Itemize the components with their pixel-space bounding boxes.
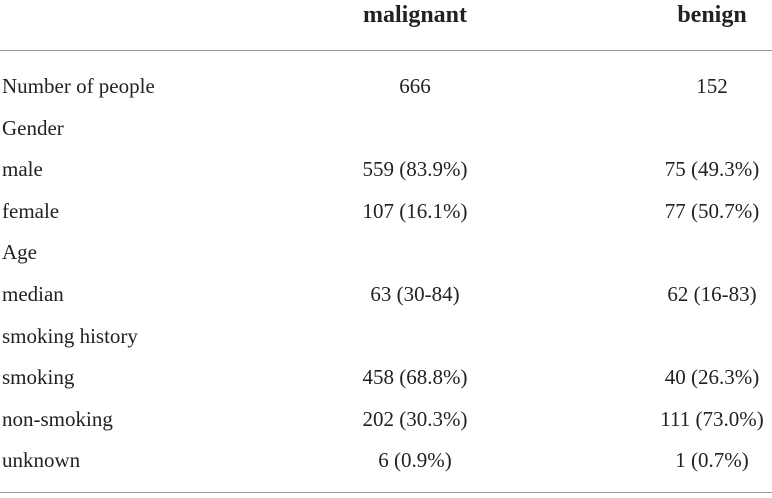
cell-value: 75 (49.3%) xyxy=(664,157,760,182)
row-label: Gender xyxy=(2,115,64,140)
cell-value: 666 xyxy=(399,74,431,98)
cell-value: 77 (50.7%) xyxy=(664,198,760,223)
column-header: malignant xyxy=(362,2,468,28)
bottom-rule xyxy=(0,492,772,493)
cell-value: 62 (16-83) xyxy=(667,282,757,306)
cell-value: 63 (30-84) xyxy=(370,282,460,306)
cell-value: 202 (30.3%) xyxy=(362,406,468,431)
top-rule xyxy=(0,50,772,51)
cell-value: 458 (68.8%) xyxy=(362,365,468,390)
cell-value: 559 (83.9%) xyxy=(362,157,468,182)
cell-value: 1 (0.7%) xyxy=(675,448,749,473)
column-header: benign xyxy=(677,2,747,28)
cell-value: 111 (73.0%) xyxy=(660,406,764,431)
row-label: smoking xyxy=(2,365,75,390)
row-label: non-smoking xyxy=(2,406,113,431)
row-label: unknown xyxy=(2,448,81,473)
row-label: Number of people xyxy=(2,74,155,98)
row-label: smoking history xyxy=(2,323,138,348)
cell-value: 107 (16.1%) xyxy=(362,198,468,223)
cell-value: 6 (0.9%) xyxy=(378,448,452,473)
row-label: median xyxy=(2,282,64,306)
cell-value: 152 xyxy=(696,74,728,98)
cell-value: 40 (26.3%) xyxy=(664,365,760,390)
row-label: female xyxy=(2,198,60,223)
row-label: male xyxy=(2,157,43,182)
row-label: Age xyxy=(2,240,37,265)
